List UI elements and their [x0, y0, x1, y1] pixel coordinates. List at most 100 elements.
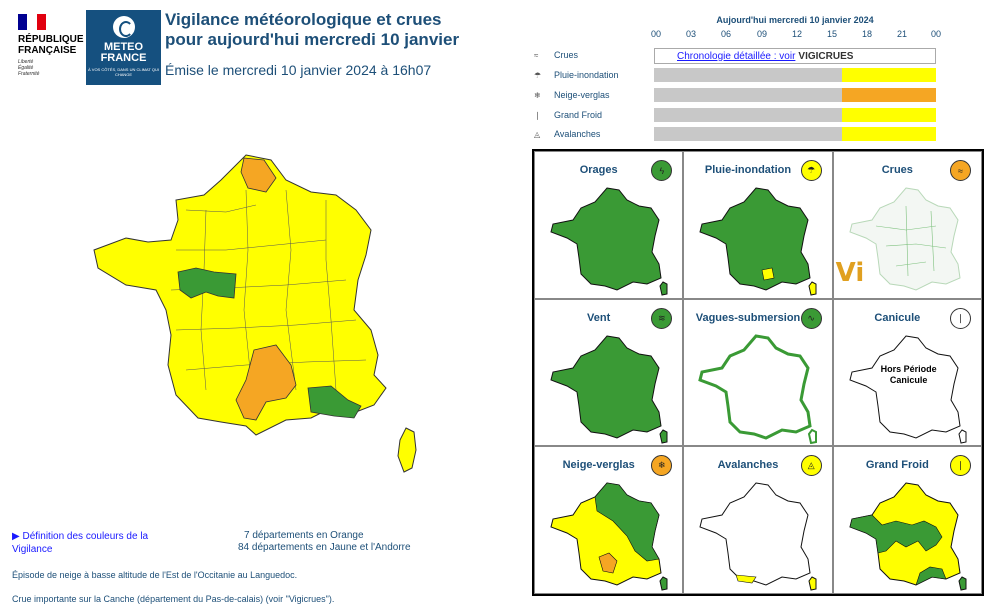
timeline-heading: Aujourd'hui mercredi 10 janvier 2024: [716, 15, 874, 25]
rf-motto: Liberté Égalité Fraternité: [18, 59, 80, 77]
mini-france: [699, 187, 811, 291]
rf-motto-egalite: Égalité: [18, 65, 34, 71]
rain-icon: ☂: [534, 70, 542, 80]
france-vigilance-map[interactable]: [86, 150, 428, 480]
timeline-bar-neige[interactable]: [654, 88, 936, 102]
mini-map-orages: [550, 187, 668, 296]
map-title: Crues: [881, 164, 913, 176]
vigicrues-icon[interactable]: Vi: [835, 258, 865, 288]
avalanche-icon: ◬: [534, 129, 541, 139]
bar-segment: [842, 68, 936, 82]
mini-green-zone: [594, 483, 660, 562]
rf-name-line1: RÉPUBLIQUE: [18, 34, 84, 45]
meteo-france-emblem-icon: [112, 16, 135, 38]
timeline-hours: 00 03 06 09 12 15 18 21 00: [646, 29, 946, 41]
map-title: Pluie-inondation: [704, 164, 792, 176]
avalanche-icon: ◬: [800, 455, 822, 477]
timeline-bar-froid[interactable]: [654, 108, 936, 122]
map-title: Grand Froid: [865, 459, 929, 472]
mini-corsica: [808, 428, 818, 444]
map-title: Neige-verglas: [562, 459, 635, 472]
timeline-row-crues: ≈ Crues: [534, 48, 578, 62]
map-card-vagues-submersion[interactable]: Vagues-submersion ∿: [683, 298, 833, 447]
france-mainland[interactable]: [93, 154, 387, 436]
map-card-canicule[interactable]: Canicule ❘ Hors Période Canicule: [832, 298, 982, 447]
count-yellow: 84 départements en Jaune et l'Andorre: [238, 542, 411, 553]
crues-chronology-link[interactable]: Chronologie détaillée : voir: [677, 50, 796, 62]
map-card-vent[interactable]: Vent ≋: [534, 298, 684, 447]
timeline-bar-pluie[interactable]: [654, 68, 936, 82]
corsica[interactable]: [397, 427, 417, 473]
department-green-bretagne[interactable]: [177, 267, 237, 299]
mini-corsica: [808, 281, 817, 296]
map-card-avalanches[interactable]: Avalanches ◬: [683, 446, 833, 594]
hour-tick: 15: [826, 29, 837, 39]
mini-rivers: [875, 205, 946, 277]
mini-yellow-zone: [761, 267, 775, 281]
hour-tick: 00: [930, 29, 941, 39]
map-card-neige-verglas[interactable]: Neige-verglas ❄: [534, 446, 684, 594]
issued-date: Émise le mercredi 10 janvier 2024 à 16h0…: [165, 62, 432, 78]
republique-francaise-logo: RÉPUBLIQUE FRANÇAISE Liberté Égalité Fra…: [18, 14, 84, 77]
crue-note: Crue importante sur la Canche (départeme…: [12, 594, 335, 604]
map-card-crues[interactable]: Crues ≈ Vi: [832, 151, 982, 299]
flood-icon: ≈: [534, 50, 539, 60]
map-title: Orages: [579, 164, 618, 176]
timeline-row-pluie: ☂ Pluie-inondation: [534, 68, 619, 82]
timeline-label: Neige-verglas: [554, 90, 610, 100]
mini-map-pluie: [699, 187, 817, 296]
crues-chronology-box: Chronologie détaillée : voir VIGICRUES: [654, 48, 936, 64]
mini-orange-zone: [598, 552, 618, 574]
bar-segment: [842, 108, 936, 122]
mini-france: [849, 335, 961, 439]
mini-map-vent: [550, 335, 668, 444]
timeline-label: Pluie-inondation: [554, 70, 619, 80]
mini-corsica: [958, 576, 967, 591]
mini-map-crues: [849, 187, 961, 291]
department-orange-massif[interactable]: [235, 344, 297, 421]
map-card-orages[interactable]: Orages ϟ: [534, 151, 684, 299]
meteo-france-logo[interactable]: METEO FRANCE À VOS CÔTÉS, DANS UN CLIMAT…: [86, 10, 161, 85]
hour-tick: 00: [650, 29, 661, 39]
rf-motto-liberte: Liberté: [18, 59, 34, 65]
rain-icon: ☂: [800, 160, 822, 181]
snow-icon: ❄: [651, 455, 673, 477]
vigicrues-logo[interactable]: VIGICRUES: [798, 50, 854, 62]
snow-icon: ❄: [534, 90, 541, 100]
mf-line2: FRANCE: [100, 52, 147, 64]
thermometer-icon: ❘: [534, 110, 541, 120]
department-green-herault[interactable]: [307, 385, 362, 419]
canicule-status-line2: Canicule: [889, 374, 928, 385]
timeline-label: Avalanches: [554, 129, 601, 139]
mini-france: [550, 335, 662, 439]
mini-corsica: [659, 429, 668, 444]
mini-green-zone: [849, 515, 943, 554]
mini-map-neige: [550, 482, 668, 591]
mini-france: [550, 187, 662, 291]
rf-name-line2: FRANÇAISE: [18, 45, 77, 56]
bar-segment: [842, 88, 936, 102]
wind-icon: ≋: [651, 307, 673, 329]
thematic-maps-grid: Orages ϟ Pluie-inondation ☂ Crues ≈ Vi V…: [532, 149, 984, 596]
mini-france: [699, 482, 811, 586]
mf-tagline: À VOS CÔTÉS, DANS UN CLIMAT QUI CHANGE: [88, 67, 159, 77]
thermometer-icon: ❘: [949, 455, 971, 477]
map-title: Vagues-submersion: [695, 311, 801, 324]
mini-corsica: [958, 429, 967, 444]
hour-tick: 18: [861, 29, 872, 39]
canicule-status: Hors Période Canicule: [864, 364, 954, 386]
department-orange-nord[interactable]: [240, 157, 277, 193]
thermometer-icon: ❘: [949, 307, 971, 329]
map-card-grand-froid[interactable]: Grand Froid ❘: [832, 446, 982, 594]
hour-tick: 21: [896, 29, 907, 39]
mini-map-grand-froid: [849, 482, 967, 591]
timeline-row-avalanches: ◬ Avalanches: [534, 127, 600, 141]
episode-description: Épisode de neige à basse altitude de l'E…: [12, 570, 298, 580]
waves-icon: ∿: [800, 307, 822, 329]
bar-segment: [842, 127, 936, 141]
department-counts: 7 départements en Orange 84 départements…: [238, 530, 411, 554]
color-definition-link[interactable]: ▶ Définition des couleurs de la Vigilanc…: [12, 531, 149, 555]
map-card-pluie-inondation[interactable]: Pluie-inondation ☂: [683, 151, 833, 299]
mf-line1: METEO: [103, 41, 144, 53]
timeline-bar-avalanches[interactable]: [654, 127, 936, 141]
